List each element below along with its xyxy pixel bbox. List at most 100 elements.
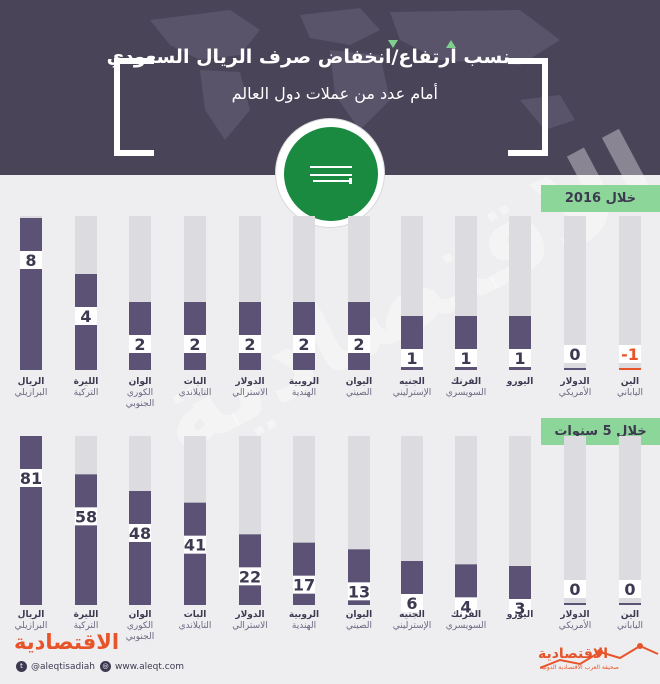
website-text: www.aleqt.com [115, 661, 184, 672]
category-name: الجنيه [399, 377, 425, 387]
bar-label-box [129, 524, 151, 542]
bar-track [455, 436, 477, 605]
category-name: اليورو [506, 377, 534, 387]
category-subname: الأمريكي [558, 621, 592, 631]
bar-label-box [509, 599, 531, 617]
category-name: الدولار [560, 377, 590, 387]
bar-baseline [564, 603, 586, 605]
category-label: الليرة التركية [58, 377, 114, 399]
bar-value-label: 17 [293, 576, 315, 595]
category-subname: الاسترالي [232, 621, 268, 631]
bar-label-box [619, 580, 641, 598]
bar-value-label: 22 [239, 567, 261, 586]
left-bracket [114, 58, 154, 156]
bar-label-box [348, 335, 370, 353]
category-label: الريال البرازيلي [3, 377, 59, 399]
bar-value-label: 3 [514, 599, 525, 618]
category-subname: الهندية [291, 621, 317, 631]
category-name: الوان [128, 610, 152, 620]
flag-script-icon [310, 166, 352, 176]
twitter-handle[interactable]: t @aleqtisadiah [16, 661, 95, 672]
sword-icon [313, 178, 352, 184]
bar-label-box [619, 345, 641, 363]
bar-value-label: 2 [189, 335, 200, 354]
header: نسب ارتفاع/انخفاض صرف الريال السعودي أما… [0, 0, 660, 175]
bar-label-box [401, 594, 423, 612]
category-name: الدولار [560, 610, 590, 620]
footer: الاقتصادية t @aleqtisadiah ◎ www.aleqt.c… [0, 628, 660, 684]
category-subname: الإسترليني [392, 621, 432, 631]
bar-track [509, 436, 531, 605]
globe-icon: ◎ [100, 661, 111, 672]
category-subname: الياباني [617, 621, 643, 631]
category-subname: التركية [73, 388, 99, 398]
twitter-text: @aleqtisadiah [31, 661, 95, 672]
twitter-icon: t [16, 661, 27, 672]
bar-value-label: 0 [569, 580, 580, 599]
bar-value-label: 41 [184, 536, 206, 555]
category-subname: التركية [73, 621, 99, 631]
category-subname: الأمريكي [558, 388, 592, 398]
category-name: الين [620, 377, 640, 387]
bar [293, 542, 315, 605]
bar-label-box [564, 580, 586, 598]
category-name: اليورو [506, 610, 534, 620]
bar-baseline [619, 368, 641, 370]
category-label: اليوان الصيني [331, 610, 387, 632]
category-label: اليورو [492, 610, 548, 621]
category-label: الين الياباني [602, 610, 658, 632]
fall-arrow-icon [388, 40, 398, 48]
category-subname: الكوري [126, 388, 154, 398]
bar-track [564, 436, 586, 605]
period-tag-5-years: خلال 5 سنوات [541, 418, 660, 445]
category-label: الدولار الأمريكي [547, 377, 603, 399]
category-label: اليورو [492, 377, 548, 388]
website-link[interactable]: ◎ www.aleqt.com [100, 661, 184, 672]
category-name: الين [620, 610, 640, 620]
bar-value-label: 4 [80, 307, 91, 326]
category-name: البات [183, 610, 207, 620]
bar-track [619, 436, 641, 605]
category-name: اليوان [345, 610, 373, 620]
right-bracket [508, 58, 548, 156]
category-label: الوان الكوري الجنوبي [112, 610, 168, 643]
category-label: الفرنك السويسري [438, 610, 494, 632]
bar-value-label: 2 [244, 335, 255, 354]
category-label: الروبية الهندية [276, 377, 332, 399]
category-name: الروبية [288, 377, 320, 387]
category-subname: السويسري [445, 621, 487, 631]
bar-label-box [401, 349, 423, 367]
category-subname: الصيني [346, 388, 372, 398]
bar [20, 436, 42, 605]
category-name: الفرنك [450, 610, 482, 620]
category-name: الليرة [73, 610, 99, 620]
bar-label-box [20, 251, 42, 269]
category-label: الدولار الاسترالي [222, 377, 278, 399]
bar-value-label: 13 [348, 582, 370, 601]
bar-value-label: 6 [406, 594, 417, 613]
publisher-tagline: صحيفة العرب الاقتصادية الدولية [540, 664, 619, 671]
bar-label-box [184, 535, 206, 554]
bar-value-label: 58 [75, 507, 97, 526]
bar-value-label: 2 [134, 335, 145, 354]
bar-label-box [129, 335, 151, 353]
category-subname-2: الجنوبي [125, 399, 155, 409]
category-name: الوان [128, 377, 152, 387]
rise-arrow-icon [446, 40, 456, 48]
bar-value-label: 8 [25, 251, 36, 270]
bar-value-label: 0 [569, 345, 580, 364]
bar [129, 491, 151, 605]
category-subname: الاسترالي [232, 388, 268, 398]
world-map-background [150, 8, 575, 140]
bar-label-box [239, 567, 261, 586]
category-subname: الصيني [346, 621, 372, 631]
brand-logo: الاقتصادية [14, 630, 120, 654]
chart-5-years: 81 58 48 41 22 17 13 6 4 3 0 0 [20, 436, 641, 618]
category-label: الجنيه الإسترليني [384, 377, 440, 399]
category-label: الوان الكوري الجنوبي [112, 377, 168, 410]
category-label: الروبية الهندية [276, 610, 332, 632]
category-subname: البرازيلي [14, 621, 48, 631]
category-name: الدولار [235, 377, 265, 387]
bar-value-label: 2 [298, 335, 309, 354]
bar-label-box [564, 345, 586, 363]
